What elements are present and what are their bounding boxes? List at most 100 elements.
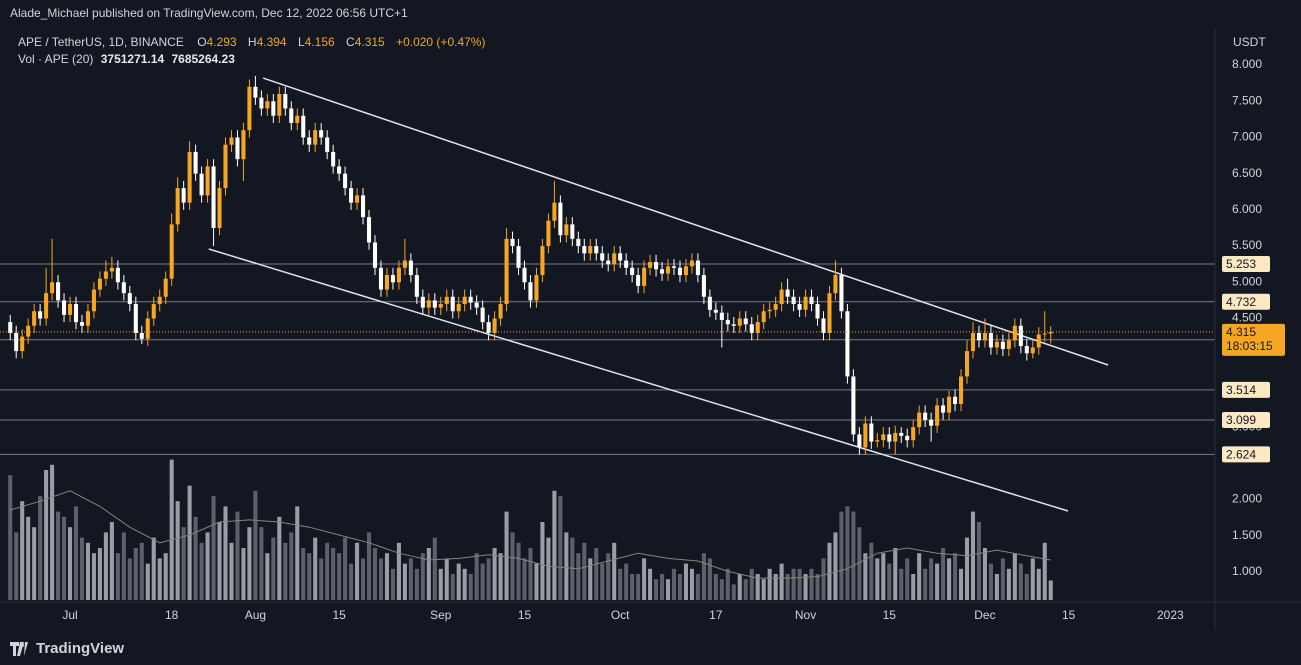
volume-bar bbox=[337, 553, 342, 600]
volume-bar bbox=[247, 527, 252, 600]
candle-body bbox=[259, 97, 264, 109]
candle-body bbox=[737, 318, 742, 326]
volume-bar bbox=[253, 490, 258, 600]
candle-body bbox=[133, 304, 138, 333]
volume-bar bbox=[438, 568, 443, 600]
volume-bar bbox=[1036, 568, 1041, 600]
candle-body bbox=[976, 332, 982, 341]
y-tick-label: 1.000 bbox=[1232, 564, 1262, 578]
candle-body bbox=[707, 296, 712, 310]
candle-body bbox=[564, 224, 569, 236]
volume-bar bbox=[1018, 563, 1023, 600]
candle-body bbox=[32, 311, 37, 326]
volume-bar bbox=[803, 574, 808, 600]
volume-bar bbox=[953, 553, 958, 600]
level-label-box bbox=[1222, 293, 1270, 310]
volume-bar bbox=[259, 527, 264, 600]
volume-bar bbox=[229, 542, 234, 600]
volume-bar bbox=[325, 542, 330, 600]
candle-body bbox=[821, 318, 826, 333]
x-tick-label: 15 bbox=[332, 608, 346, 622]
candle-body bbox=[516, 246, 521, 268]
candle-body bbox=[624, 260, 629, 268]
candle-body bbox=[109, 267, 114, 272]
candle-body bbox=[988, 332, 993, 348]
candle-body bbox=[85, 311, 90, 326]
volume-bar bbox=[851, 511, 856, 600]
volume-bar bbox=[151, 537, 156, 600]
candle-body bbox=[157, 296, 162, 305]
candle-body bbox=[594, 246, 599, 254]
volume-bar bbox=[869, 542, 874, 600]
volume-bar bbox=[223, 506, 228, 600]
volume-bar bbox=[402, 563, 407, 600]
ohlc: C4.315 bbox=[346, 35, 389, 49]
x-tick-label: 15 bbox=[518, 608, 532, 622]
volume-bar bbox=[600, 563, 605, 600]
candle-body bbox=[384, 275, 389, 290]
x-tick-label: Dec bbox=[974, 608, 995, 622]
volume-bar bbox=[366, 532, 372, 600]
candle-body bbox=[719, 312, 724, 320]
candle-body bbox=[181, 188, 186, 203]
candle-body bbox=[337, 166, 342, 174]
candle-body bbox=[38, 311, 43, 319]
volume-bar bbox=[612, 542, 617, 600]
volume-bar bbox=[558, 496, 563, 600]
volume-bar bbox=[845, 506, 850, 600]
y-tick-label: 5.500 bbox=[1232, 238, 1262, 252]
volume-bar bbox=[1024, 574, 1029, 600]
key: O bbox=[197, 35, 207, 49]
volume-bar bbox=[301, 548, 306, 600]
volume-bar bbox=[169, 459, 174, 600]
candle-body bbox=[612, 253, 617, 265]
volume-bar bbox=[1000, 558, 1005, 600]
candle-body bbox=[636, 275, 641, 286]
volume-bar bbox=[564, 532, 569, 600]
volume-bar bbox=[79, 537, 85, 600]
candle-body bbox=[67, 304, 73, 315]
volume-bar bbox=[396, 542, 401, 600]
candle-body bbox=[911, 427, 916, 441]
candle-body bbox=[683, 266, 688, 276]
candle-body bbox=[869, 423, 874, 442]
volume-bar bbox=[450, 574, 455, 600]
candle-body bbox=[994, 341, 999, 348]
candle-body bbox=[713, 309, 718, 313]
level-label: 5.253 bbox=[1226, 257, 1256, 271]
candle-body bbox=[56, 282, 61, 301]
x-tick-label: 17 bbox=[709, 608, 723, 622]
candle-body bbox=[444, 296, 449, 305]
candle-body bbox=[474, 302, 479, 308]
candle-body bbox=[361, 195, 366, 218]
candle-body bbox=[941, 405, 946, 413]
candle-body bbox=[438, 304, 443, 308]
volume-bar bbox=[349, 563, 354, 600]
volume-bar bbox=[355, 542, 360, 600]
candle-body bbox=[486, 322, 491, 333]
volume-bar bbox=[713, 574, 718, 600]
volume-bar bbox=[343, 537, 348, 600]
volume-bar bbox=[56, 511, 61, 600]
candle-body bbox=[576, 238, 581, 247]
candle-body bbox=[803, 296, 808, 310]
volume-bar bbox=[265, 553, 270, 600]
volume-bar bbox=[498, 553, 503, 600]
volume-bar bbox=[480, 563, 485, 600]
candle-body bbox=[8, 322, 13, 333]
candle-body bbox=[223, 144, 228, 189]
candle-body bbox=[50, 282, 55, 294]
volume-bar bbox=[552, 490, 557, 600]
volume-bar bbox=[241, 548, 246, 600]
candle-body bbox=[26, 325, 31, 337]
candle-body bbox=[689, 260, 694, 267]
volume-bar bbox=[1006, 568, 1011, 600]
candle-body bbox=[402, 260, 407, 268]
value: 4.394 bbox=[256, 35, 287, 49]
candle-body bbox=[588, 246, 593, 254]
volume-bar bbox=[456, 563, 461, 600]
volume-bar bbox=[510, 532, 515, 600]
candle-body bbox=[319, 130, 324, 138]
volume-bar bbox=[127, 558, 132, 600]
candle-body bbox=[779, 289, 784, 305]
